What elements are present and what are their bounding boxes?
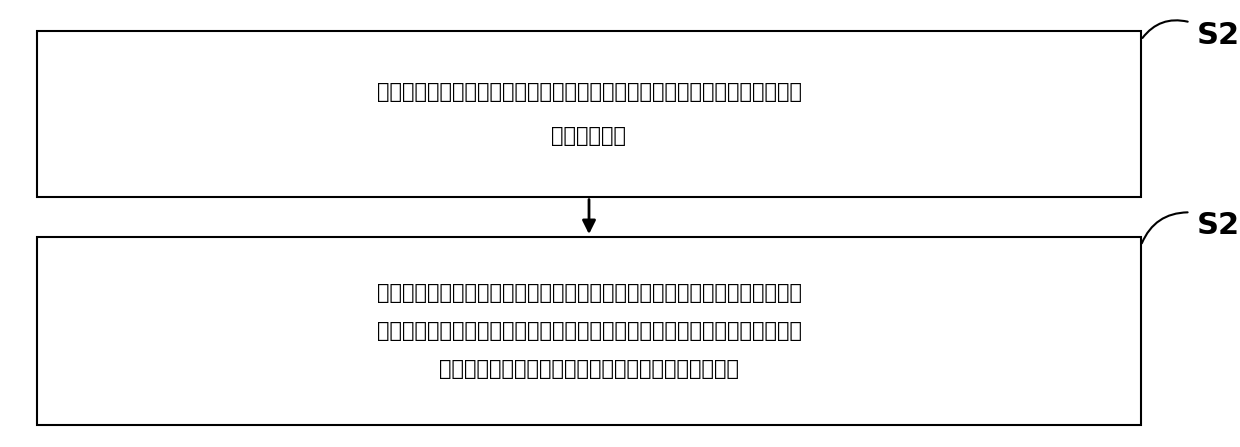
Text: 于遮光板下方: 于遮光板下方 bbox=[552, 126, 626, 146]
Text: 道路交通设施二维码设置于交通设施上，车载二维码识别及无线接收装置安装: 道路交通设施二维码设置于交通设施上，车载二维码识别及无线接收装置安装 bbox=[377, 82, 801, 102]
Text: 后，控制器能够准确自动规划正确路线或合理控制车辆: 后，控制器能够准确自动规划正确路线或合理控制车辆 bbox=[439, 359, 739, 379]
FancyBboxPatch shape bbox=[37, 237, 1141, 425]
FancyBboxPatch shape bbox=[37, 31, 1141, 197]
Text: S202: S202 bbox=[1197, 211, 1240, 240]
Text: S201: S201 bbox=[1197, 21, 1240, 50]
Text: 提醒驾驶员做出正确驾驶操作；对于无人驾驶车辆，在扫描到交通设施二维码: 提醒驾驶员做出正确驾驶操作；对于无人驾驶车辆，在扫描到交通设施二维码 bbox=[377, 321, 801, 341]
Text: 当车辆距交通设施一定距离时，对于自动驾驶车辆，语音播报装置准确读取并: 当车辆距交通设施一定距离时，对于自动驾驶车辆，语音播报装置准确读取并 bbox=[377, 283, 801, 303]
